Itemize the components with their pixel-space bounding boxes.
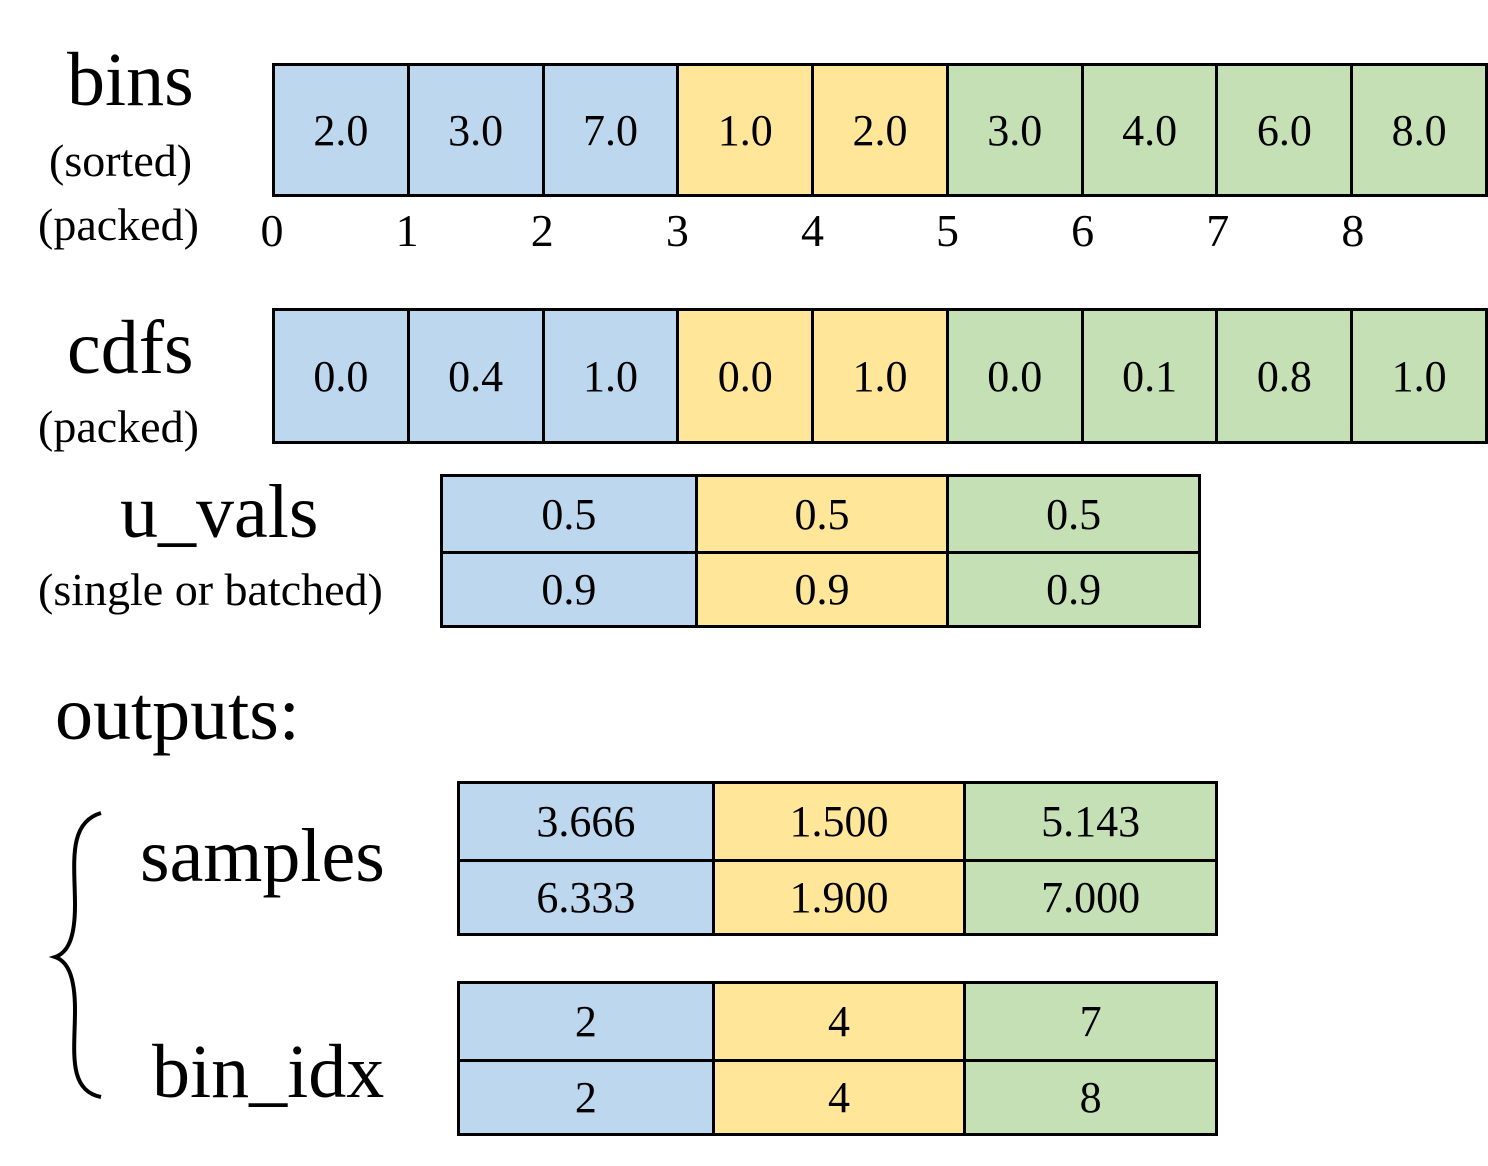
bin-idx-title: bin_idx	[152, 1030, 385, 1114]
cdfs-cell: 0.4	[406, 311, 542, 441]
u-vals-cell: 0.9	[946, 551, 1198, 625]
bin-index-label: 7	[1206, 205, 1230, 256]
u-vals-cell: 0.9	[694, 551, 947, 625]
cdfs-cell: 0.0	[945, 311, 1081, 441]
bin-idx-cell: 8	[963, 1058, 1215, 1133]
bins-cell: 3.0	[945, 66, 1081, 194]
u-vals-title: u_vals	[120, 470, 319, 554]
bin-index-label: 2	[530, 205, 554, 256]
u-vals-cell: 0.5	[443, 477, 695, 551]
cdfs-packed-note: (packed)	[38, 401, 199, 452]
u-vals-note: (single or batched)	[38, 564, 383, 615]
samples-table: 3.666 1.500 5.143 6.333 1.900 7.000	[457, 781, 1218, 936]
bin-index-label: 6	[1071, 205, 1095, 256]
bin-idx-cell: 4	[711, 984, 964, 1059]
cdfs-array: 0.0 0.4 1.0 0.0 1.0 0.0 0.1 0.8 1.0	[272, 308, 1488, 444]
u-vals-cell: 0.5	[946, 477, 1198, 551]
u-vals-cell: 0.5	[694, 477, 947, 551]
samples-title: samples	[140, 814, 385, 898]
bins-cell: 7.0	[541, 66, 677, 194]
bin-index-label: 4	[800, 205, 824, 256]
bin-index-label: 0	[260, 205, 284, 256]
outputs-label: outputs:	[55, 672, 300, 756]
samples-cell: 3.666	[460, 784, 712, 859]
bin-idx-cell: 2	[460, 1058, 712, 1133]
cdfs-cell: 1.0	[811, 311, 946, 441]
bins-cell: 2.0	[275, 66, 407, 194]
cdfs-cell: 1.0	[1350, 311, 1486, 441]
samples-cell: 1.500	[711, 784, 964, 859]
cdfs-title: cdfs	[67, 306, 194, 390]
bins-cell: 3.0	[406, 66, 542, 194]
bin-idx-cell: 4	[711, 1058, 964, 1133]
samples-cell: 6.333	[460, 858, 712, 933]
samples-cell: 1.900	[711, 858, 964, 933]
bins-packed-note: (packed)	[38, 199, 199, 250]
bins-cell: 8.0	[1350, 66, 1486, 194]
samples-cell: 5.143	[963, 784, 1215, 859]
bins-cell: 2.0	[811, 66, 946, 194]
bins-cell: 6.0	[1215, 66, 1351, 194]
bins-title: bins	[67, 38, 194, 122]
cdfs-cell: 0.0	[676, 311, 812, 441]
bin-index-label: 8	[1341, 205, 1365, 256]
cdfs-cell: 0.1	[1080, 311, 1216, 441]
bins-sorted-note: (sorted)	[49, 135, 193, 186]
cdfs-cell: 0.0	[275, 311, 407, 441]
bin-idx-cell: 7	[963, 984, 1215, 1059]
bin-index-label: 5	[936, 205, 960, 256]
bin-index-label: 3	[665, 205, 689, 256]
cdfs-cell: 0.8	[1215, 311, 1351, 441]
bin-index-label: 1	[395, 205, 419, 256]
cdfs-cell: 1.0	[541, 311, 677, 441]
bin-idx-cell: 2	[460, 984, 712, 1059]
u-vals-cell: 0.9	[443, 551, 695, 625]
bins-cell: 1.0	[676, 66, 812, 194]
bins-cell: 4.0	[1080, 66, 1216, 194]
bins-array: 2.0 3.0 7.0 1.0 2.0 3.0 4.0 6.0 8.0	[272, 63, 1488, 197]
curly-brace-icon	[48, 811, 102, 1099]
u-vals-table: 0.5 0.5 0.5 0.9 0.9 0.9	[440, 474, 1201, 628]
samples-cell: 7.000	[963, 858, 1215, 933]
